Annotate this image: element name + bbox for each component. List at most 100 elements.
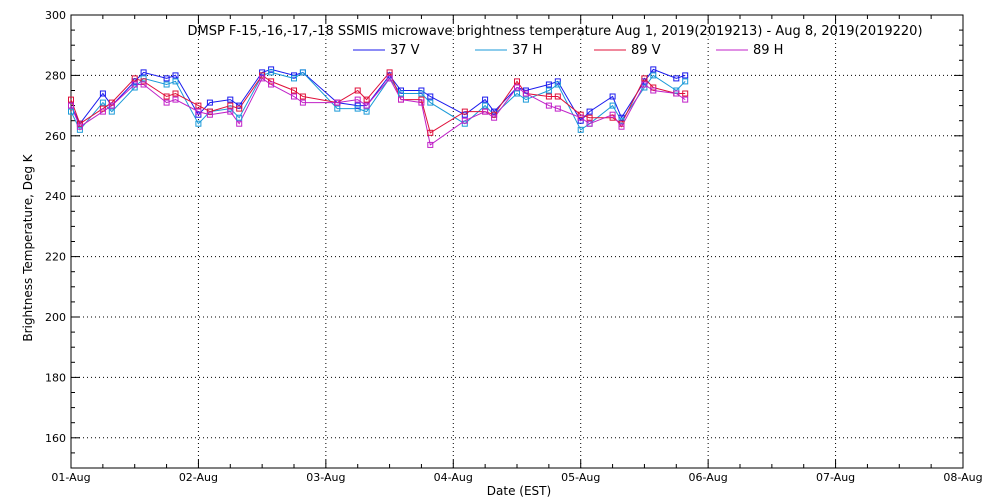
series-line-37-v — [70, 68, 686, 125]
data-point-89-h — [172, 96, 179, 103]
data-point-89-v — [195, 102, 202, 109]
data-point-37-h — [172, 78, 179, 85]
y-tick-label: 220 — [45, 251, 66, 264]
data-point-89-h — [68, 102, 74, 109]
data-point-37-v — [227, 96, 234, 103]
legend-label-89-h: 89 H — [753, 43, 783, 58]
data-point-37-v — [609, 93, 616, 100]
x-tick-label: 06-Aug — [689, 471, 728, 484]
data-point-37-v — [554, 78, 561, 85]
data-point-89-h — [514, 84, 520, 91]
data-point-37-v — [206, 99, 213, 106]
data-point-89-v — [131, 75, 138, 82]
data-point-89-v — [386, 69, 393, 76]
data-point-37-h — [163, 81, 170, 88]
data-point-89-h — [650, 87, 657, 94]
x-tick-label: 08-Aug — [943, 471, 982, 484]
data-point-37-v — [650, 66, 657, 73]
x-axis-ticks: 01-Aug 02-Aug 03-Aug 04-Aug 05-Aug 06-Aug 07-A… — [51, 15, 983, 484]
x-tick-label: 02-Aug — [179, 471, 218, 484]
data-point-37-v — [673, 75, 680, 82]
y-tick-label: 260 — [45, 130, 66, 143]
data-point-37-h — [363, 108, 370, 115]
data-point-37-h — [482, 102, 489, 109]
data-point-89-v — [461, 108, 468, 115]
data-point-89-h — [259, 75, 266, 82]
data-point-37-h — [68, 108, 74, 115]
data-point-37-h — [545, 87, 552, 94]
legend-label-89-v: 89 V — [631, 43, 661, 58]
data-point-37-h — [418, 90, 425, 97]
y-tick-label: 180 — [45, 371, 66, 384]
data-point-89-h — [236, 120, 243, 127]
data-point-37-h — [334, 105, 341, 112]
legend: 37 V 37 H 89 V 89 H — [353, 43, 783, 58]
data-point-37-v — [427, 93, 434, 100]
data-point-37-v — [461, 111, 468, 118]
data-point-89-h — [334, 99, 341, 106]
data-point-89-h — [554, 105, 561, 112]
series-markers — [68, 66, 689, 148]
data-point-89-h — [618, 123, 625, 130]
data-point-89-h — [609, 111, 616, 118]
data-point-89-h — [427, 141, 434, 148]
y-tick-label: 240 — [45, 190, 66, 203]
legend-label-37-v: 37 V — [390, 43, 420, 58]
data-point-37-h — [236, 114, 243, 121]
data-point-37-v — [163, 75, 170, 82]
data-point-89-v — [206, 108, 213, 115]
data-point-37-h — [650, 72, 657, 79]
data-point-89-h — [131, 81, 138, 88]
legend-label-37-h: 37 H — [512, 43, 542, 58]
chart-title: DMSP F-15,-16,-17,-18 SSMIS microwave br… — [187, 24, 922, 39]
data-point-37-h — [682, 78, 689, 85]
minor-ticks — [71, 15, 963, 469]
data-point-89-h — [299, 99, 306, 106]
x-tick-label: 04-Aug — [434, 471, 473, 484]
data-point-89-h — [577, 114, 584, 121]
data-point-89-h — [522, 90, 529, 97]
data-point-89-h — [291, 93, 297, 100]
data-point-89-h — [418, 99, 425, 106]
data-point-89-v — [554, 93, 561, 100]
series-line-89-v — [70, 71, 686, 134]
data-point-37-h — [427, 99, 434, 106]
data-point-37-h — [195, 120, 202, 127]
data-point-37-h — [76, 126, 83, 133]
data-point-89-v — [299, 93, 306, 100]
data-point-89-h — [491, 114, 498, 121]
data-point-37-h — [108, 108, 115, 115]
data-point-37-v — [482, 96, 489, 103]
series-lines — [70, 68, 686, 146]
series-line-89-h — [70, 77, 686, 146]
data-point-89-h — [108, 102, 115, 109]
data-point-37-h — [398, 90, 404, 97]
data-point-37-v — [99, 90, 106, 97]
data-point-37-v — [545, 81, 552, 88]
y-axis-title: Brightness Temperature, Deg K — [21, 153, 35, 341]
data-point-89-h — [545, 102, 552, 109]
data-point-89-h — [140, 81, 147, 88]
data-point-89-h — [586, 120, 593, 127]
x-axis-title: Date (EST) — [487, 484, 551, 498]
data-point-89-v — [641, 75, 648, 82]
data-point-37-h — [268, 69, 275, 76]
data-point-89-h — [363, 102, 370, 109]
data-point-37-v — [682, 72, 689, 79]
x-tick-label: 07-Aug — [816, 471, 855, 484]
data-point-89-h — [206, 111, 213, 118]
data-point-89-v — [363, 96, 370, 103]
data-point-89-h — [195, 108, 202, 115]
y-axis-ticks: 160 180 200 220 240 260 280 300 — [45, 9, 963, 445]
data-point-37-h — [291, 75, 297, 82]
data-point-89-v — [586, 114, 593, 121]
data-point-89-h — [461, 117, 468, 124]
data-point-37-h — [354, 105, 361, 112]
data-point-37-h — [99, 99, 106, 106]
data-point-89-v — [545, 93, 552, 100]
series-line-37-h — [70, 71, 686, 131]
data-point-89-h — [268, 81, 275, 88]
